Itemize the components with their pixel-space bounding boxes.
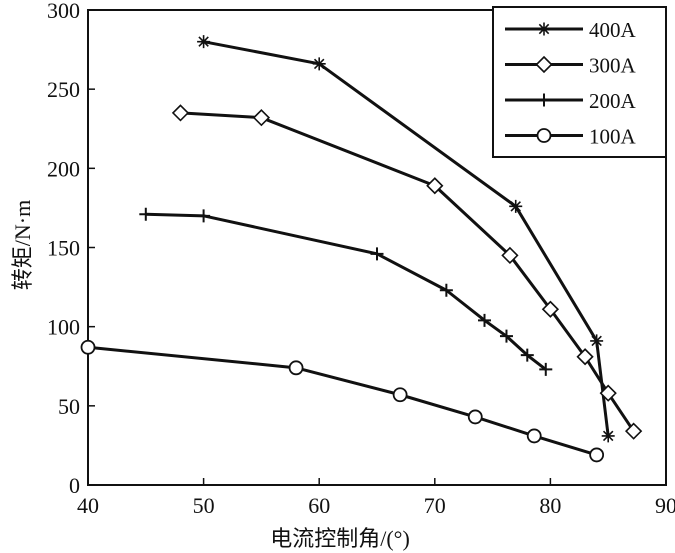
data-point-400A bbox=[509, 199, 523, 213]
x-tick-label: 90 bbox=[655, 493, 675, 518]
data-point-300A bbox=[576, 348, 594, 366]
x-tick-label: 60 bbox=[308, 493, 330, 518]
data-point-200A bbox=[139, 207, 153, 221]
series-group bbox=[80, 35, 643, 463]
x-axis-label: 电流控制角/(°) bbox=[270, 526, 410, 551]
data-point-300A bbox=[599, 384, 617, 402]
legend-box bbox=[492, 6, 667, 158]
legend: 400A 300A 200A 100A bbox=[492, 6, 667, 158]
data-point-400A bbox=[312, 57, 326, 71]
series-line-100A bbox=[87, 345, 598, 457]
data-point-100A bbox=[80, 339, 96, 355]
data-point-200A bbox=[539, 362, 553, 376]
data-point-100A bbox=[589, 447, 605, 463]
data-point-400A bbox=[590, 334, 604, 348]
y-tick-label: 200 bbox=[47, 156, 80, 181]
y-tick-label: 50 bbox=[58, 394, 80, 419]
data-point-400A bbox=[601, 429, 615, 443]
x-tick-label: 50 bbox=[193, 493, 215, 518]
data-point-300A bbox=[252, 109, 271, 127]
data-point-300A bbox=[171, 104, 190, 122]
y-axis-label: 转矩/N·m bbox=[10, 200, 35, 290]
data-point-200A bbox=[478, 313, 492, 327]
data-point-400A bbox=[197, 35, 211, 49]
data-point-100A bbox=[288, 360, 304, 376]
legend-marker-400A bbox=[537, 22, 551, 36]
x-tick-label: 80 bbox=[539, 493, 561, 518]
axes: 40 50 60 70 80 90 0 50 100 150 200 250 300 bbox=[47, 0, 675, 518]
legend-label-200A: 200A bbox=[589, 89, 637, 113]
data-point-200A bbox=[499, 329, 513, 343]
y-tick-label: 0 bbox=[69, 473, 80, 498]
series-400A bbox=[197, 35, 615, 443]
legend-marker-100A bbox=[536, 128, 552, 143]
x-tick-label: 70 bbox=[424, 493, 446, 518]
series-line-300A bbox=[180, 111, 635, 433]
series-100A bbox=[80, 339, 605, 463]
data-point-300A bbox=[541, 300, 560, 318]
data-point-200A bbox=[439, 283, 453, 297]
data-point-200A bbox=[197, 209, 211, 223]
legend-marker-200A bbox=[537, 93, 551, 107]
data-point-100A bbox=[526, 428, 542, 444]
data-point-200A bbox=[370, 247, 384, 261]
legend-label-100A: 100A bbox=[589, 125, 637, 149]
data-point-100A bbox=[467, 409, 483, 425]
data-point-300A bbox=[426, 177, 444, 195]
data-point-300A bbox=[501, 246, 519, 265]
y-tick-label: 150 bbox=[47, 236, 80, 261]
legend-marker-300A bbox=[535, 55, 553, 74]
y-tick-label: 100 bbox=[47, 315, 80, 340]
x-tick-label: 40 bbox=[77, 493, 99, 518]
series-300A bbox=[171, 104, 643, 440]
y-tick-label: 300 bbox=[47, 0, 80, 23]
legend-label-300A: 300A bbox=[589, 54, 637, 78]
data-point-300A bbox=[625, 422, 643, 440]
series-200A bbox=[139, 207, 553, 376]
data-point-100A bbox=[392, 387, 408, 403]
y-tick-label: 250 bbox=[47, 77, 80, 102]
data-point-200A bbox=[520, 348, 534, 362]
legend-label-400A: 400A bbox=[589, 18, 637, 42]
series-line-200A bbox=[145, 212, 547, 371]
